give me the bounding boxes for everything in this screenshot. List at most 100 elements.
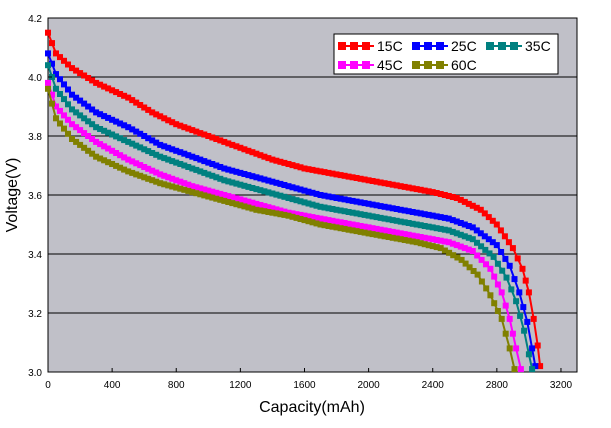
data-point (97, 126, 104, 132)
data-point (69, 91, 75, 98)
data-point (525, 289, 532, 296)
data-point (453, 230, 460, 237)
data-point (77, 112, 84, 119)
data-point (265, 177, 272, 184)
data-point (405, 184, 412, 191)
data-point (85, 147, 92, 154)
data-point (530, 315, 537, 322)
data-point (433, 225, 440, 232)
data-point (369, 231, 376, 238)
data-point (201, 169, 208, 176)
data-point (483, 261, 489, 268)
data-point (409, 220, 416, 227)
data-point (113, 162, 120, 169)
data-point (157, 141, 164, 148)
data-point (401, 183, 408, 190)
data-point (53, 103, 59, 110)
data-point (157, 153, 164, 160)
data-point (253, 200, 260, 207)
data-point (233, 168, 240, 175)
data-point (373, 202, 380, 209)
data-point (53, 50, 59, 57)
data-point (189, 165, 196, 172)
data-point (213, 136, 220, 142)
data-point (57, 107, 63, 114)
data-point (473, 227, 480, 234)
data-point (169, 119, 176, 126)
data-point (61, 57, 67, 64)
data-point (177, 149, 184, 156)
data-point (445, 215, 452, 222)
data-point (401, 219, 408, 226)
data-point (65, 130, 71, 137)
data-point (498, 315, 505, 322)
data-point (429, 236, 436, 243)
data-point (417, 234, 424, 240)
data-point (293, 185, 300, 192)
data-point (245, 204, 252, 211)
data-point (261, 208, 268, 215)
data-point (453, 218, 460, 225)
data-point (413, 239, 420, 246)
data-point (425, 242, 432, 249)
legend-swatch-marker (362, 42, 370, 50)
data-point (353, 198, 360, 205)
data-point (429, 224, 436, 231)
data-point (161, 115, 168, 122)
data-point (341, 172, 348, 179)
data-point (57, 54, 63, 61)
data-point (534, 342, 541, 349)
data-point (89, 136, 96, 142)
data-point (213, 189, 220, 196)
data-point (458, 256, 465, 263)
data-point (97, 111, 104, 118)
legend-label: 60C (451, 57, 477, 73)
data-point (73, 94, 80, 101)
data-point (261, 176, 268, 183)
data-point (409, 232, 416, 239)
data-point (217, 190, 224, 197)
data-point (498, 289, 505, 296)
data-point (261, 153, 268, 160)
data-point (345, 226, 352, 233)
data-point (117, 91, 124, 97)
data-point (417, 222, 424, 229)
data-point (345, 173, 352, 180)
data-point (377, 226, 384, 233)
data-point (257, 152, 264, 159)
x-tick-label: 2000 (357, 380, 380, 391)
data-point (145, 175, 152, 182)
data-point (189, 153, 196, 160)
data-point (470, 268, 477, 274)
data-point (373, 225, 380, 232)
data-point (305, 188, 312, 195)
data-point (85, 75, 92, 81)
data-point (493, 242, 500, 249)
data-point (297, 198, 304, 205)
data-point (329, 194, 336, 201)
data-point (487, 292, 494, 299)
data-point (473, 204, 480, 211)
data-point (503, 274, 510, 281)
data-point (153, 139, 160, 146)
data-point (369, 178, 376, 184)
data-point (325, 193, 332, 200)
legend-item-15C: 15C (338, 38, 403, 54)
data-point (237, 181, 244, 188)
data-point (487, 265, 494, 272)
data-point (293, 211, 300, 218)
data-point (341, 196, 348, 203)
y-tick-label: 4.0 (28, 73, 42, 84)
data-point (253, 150, 260, 157)
data-point (69, 121, 75, 128)
data-point (305, 213, 312, 220)
data-point (421, 241, 428, 248)
data-point (185, 125, 192, 132)
data-point (61, 112, 67, 119)
data-point (185, 187, 192, 194)
data-point (469, 224, 476, 231)
data-point (297, 211, 304, 218)
data-point (257, 187, 264, 194)
data-point (329, 223, 336, 230)
data-point (177, 161, 184, 167)
